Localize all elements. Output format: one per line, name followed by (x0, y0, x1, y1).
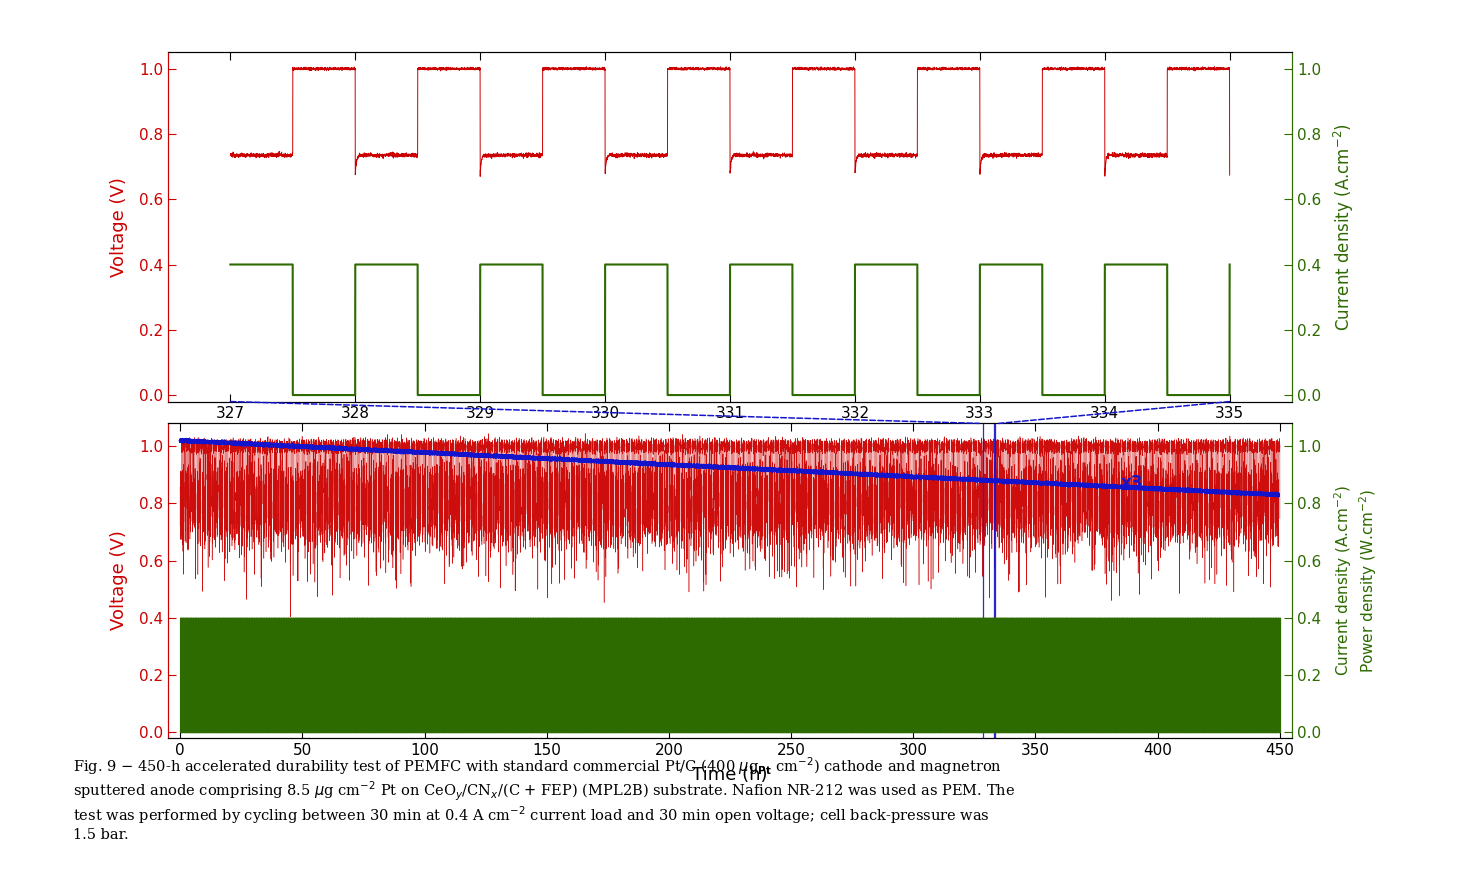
Text: Fig. 9 $-$ 450-h accelerated durability test of PEMFC with standard commercial P: Fig. 9 $-$ 450-h accelerated durability … (73, 755, 1002, 777)
Y-axis label: Voltage (V): Voltage (V) (110, 177, 127, 277)
Y-axis label: Current density (A.cm$^{-2}$): Current density (A.cm$^{-2}$) (1333, 123, 1356, 331)
Text: sputtered anode comprising 8.5 $\mu$g cm$^{-2}$ Pt on CeO$_y$/CN$_x$/(C $+$ FEP): sputtered anode comprising 8.5 $\mu$g cm… (73, 780, 1015, 803)
Text: 1.5 bar.: 1.5 bar. (73, 828, 128, 842)
Text: x3: x3 (1121, 474, 1143, 491)
Text: test was performed by cycling between 30 min at 0.4 A cm$^{-2}$ current load and: test was performed by cycling between 30… (73, 804, 990, 826)
X-axis label: Time (h): Time (h) (692, 766, 768, 784)
Y-axis label: Voltage (V): Voltage (V) (110, 531, 127, 630)
Y-axis label: Current density (A.cm$^{-2}$)
Power density (W.cm$^{-2}$): Current density (A.cm$^{-2}$) Power dens… (1333, 485, 1380, 676)
